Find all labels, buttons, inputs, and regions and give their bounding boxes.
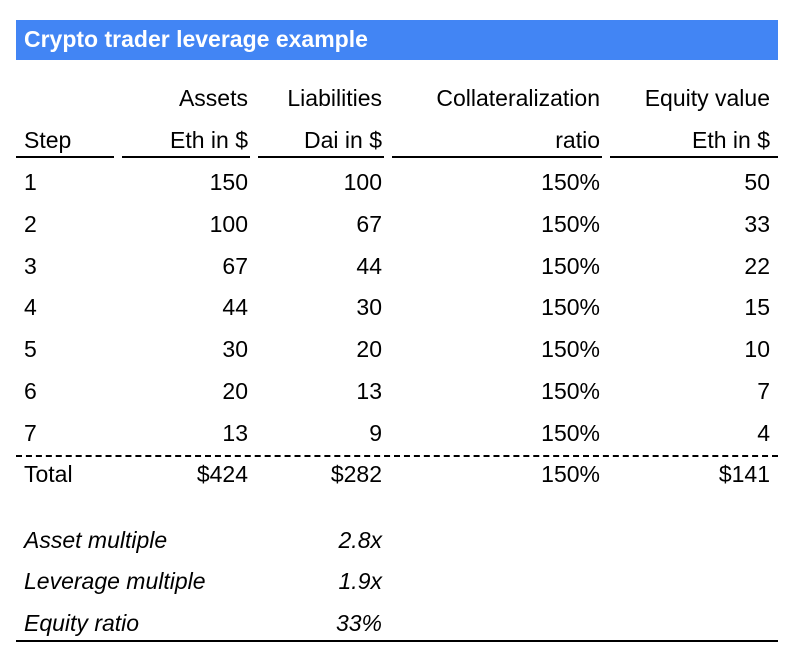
header-ratio-top: Collateralization: [436, 85, 600, 111]
bottom-border: [16, 640, 778, 642]
table-cell-assets: 150: [209, 169, 248, 195]
table-cell-assets: 44: [222, 294, 248, 320]
table-cell-assets: 20: [222, 378, 248, 404]
total-liabilities: $282: [330, 461, 382, 487]
table-cell-assets: 30: [222, 336, 248, 362]
table-cell-step: 6: [24, 378, 37, 404]
page-title: Crypto trader leverage example: [24, 26, 368, 52]
table-cell-equity: 4: [757, 420, 770, 446]
metric-value-asset-multiple: 2.8x: [338, 527, 382, 553]
table-cell-step: 2: [24, 211, 37, 237]
metric-label-equity-ratio: Equity ratio: [24, 610, 140, 636]
table-cell-ratio: 150%: [541, 336, 600, 362]
table-cell-ratio: 150%: [541, 169, 600, 195]
table-cell-liabilities: 100: [343, 169, 382, 195]
table-cell-ratio: 150%: [541, 420, 600, 446]
table-cell-liabilities: 67: [356, 211, 382, 237]
table-cell-step: 5: [24, 336, 37, 362]
header-liabilities-top: Liabilities: [287, 85, 382, 111]
table-cell-equity: 7: [757, 378, 770, 404]
table-cell-step: 3: [24, 253, 37, 279]
table-cell-liabilities: 9: [369, 420, 382, 446]
metric-value-equity-ratio: 33%: [335, 610, 382, 636]
metric-label-leverage-multiple: Leverage multiple: [24, 568, 206, 594]
table-cell-ratio: 150%: [541, 253, 600, 279]
total-assets: $424: [196, 461, 248, 487]
table-cell-equity: 10: [744, 336, 770, 362]
metric-label-asset-multiple: Asset multiple: [24, 527, 168, 553]
table-cell-equity: 33: [744, 211, 770, 237]
table-cell-equity: 22: [744, 253, 770, 279]
table-cell-equity: 50: [744, 169, 770, 195]
table-cell-step: 7: [24, 420, 37, 446]
title-bar: Crypto trader leverage example: [16, 20, 778, 60]
total-label: Total: [24, 461, 73, 487]
header-underline-liabilities: [258, 156, 384, 158]
header-step: Step: [24, 127, 72, 153]
metric-value-leverage-multiple: 1.9x: [338, 568, 382, 594]
header-underline-step: [16, 156, 114, 158]
table-cell-assets: 67: [222, 253, 248, 279]
header-liabilities-bottom: Dai in $: [304, 127, 382, 153]
table-cell-assets: 13: [222, 420, 248, 446]
table-cell-ratio: 150%: [541, 294, 600, 320]
header-equity-bottom: Eth in $: [692, 127, 770, 153]
total-ratio: 150%: [541, 461, 600, 487]
table-cell-ratio: 150%: [541, 211, 600, 237]
header-ratio-bottom: ratio: [555, 127, 600, 153]
header-assets-bottom: Eth in $: [170, 127, 248, 153]
table-cell-step: 4: [24, 294, 37, 320]
table-cell-equity: 15: [744, 294, 770, 320]
table-cell-assets: 100: [209, 211, 248, 237]
header-underline-ratio: [392, 156, 602, 158]
total-equity: $141: [718, 461, 770, 487]
header-equity-top: Equity value: [644, 85, 770, 111]
table-cell-liabilities: 44: [356, 253, 382, 279]
table-cell-step: 1: [24, 169, 37, 195]
header-underline-assets: [122, 156, 250, 158]
table-cell-liabilities: 20: [356, 336, 382, 362]
header-assets-top: Assets: [178, 85, 248, 111]
table-cell-ratio: 150%: [541, 378, 600, 404]
header-underline-equity: [610, 156, 778, 158]
table-cell-liabilities: 13: [356, 378, 382, 404]
table-cell-liabilities: 30: [356, 294, 382, 320]
total-separator: [16, 455, 778, 457]
